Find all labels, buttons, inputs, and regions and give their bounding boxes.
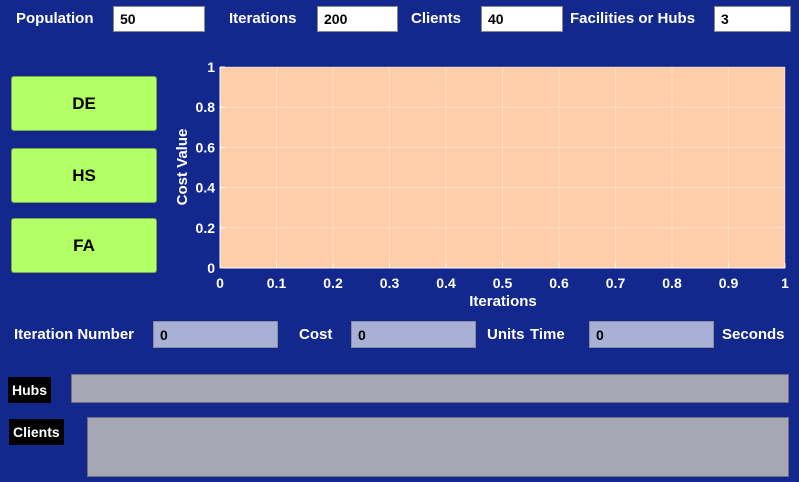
fa-button[interactable]: FA	[11, 218, 157, 273]
seconds-label: Seconds	[722, 326, 785, 343]
de-button[interactable]: DE	[11, 76, 157, 131]
x-tick-label: 0	[216, 275, 224, 291]
cost-field	[351, 321, 476, 348]
x-tick-label: 0.7	[606, 275, 626, 291]
population-input[interactable]	[113, 6, 205, 32]
hubs-label: Hubs	[8, 377, 51, 403]
population-label: Population	[16, 10, 94, 27]
y-tick-label: 0.6	[196, 139, 216, 155]
iteration-number-label: Iteration Number	[14, 326, 135, 343]
x-axis-label: Iterations	[469, 293, 537, 310]
y-tick-label: 0	[207, 260, 215, 276]
y-tick-label: 1	[207, 59, 215, 75]
time-field	[589, 321, 714, 348]
x-tick-label: 0.9	[719, 275, 739, 291]
facilities-input[interactable]	[714, 6, 791, 32]
clients-input[interactable]	[481, 6, 563, 32]
iterations-label: Iterations	[229, 10, 297, 27]
x-tick-label: 0.6	[549, 275, 569, 291]
x-tick-label: 0.2	[323, 275, 343, 291]
x-tick-label: 0.4	[436, 275, 456, 291]
y-axis-label: Cost Value	[174, 129, 191, 206]
y-tick-label: 0.4	[196, 180, 216, 196]
clients-output-box	[87, 417, 789, 477]
iterations-input[interactable]	[317, 6, 398, 32]
tick-marks	[219, 66, 786, 269]
x-tick-labels: 0 0.1 0.2 0.3 0.4 0.5 0.6 0.7 0.8 0.9 1	[216, 275, 789, 291]
iteration-number-field	[153, 321, 278, 348]
grid-lines	[219, 66, 786, 269]
cost-label: Cost	[299, 326, 333, 343]
y-tick-label: 0.8	[196, 99, 216, 115]
plot-area	[220, 67, 785, 268]
x-tick-label: 0.3	[380, 275, 400, 291]
y-tick-labels: 0 0.2 0.4 0.6 0.8 1	[196, 59, 216, 276]
x-tick-label: 0.8	[662, 275, 682, 291]
y-tick-label: 0.2	[196, 220, 216, 236]
units-label: Units	[487, 326, 525, 343]
x-tick-label: 0.5	[493, 275, 513, 291]
time-label: Time	[530, 326, 565, 343]
hubs-output-box	[71, 374, 789, 403]
hs-button[interactable]: HS	[11, 148, 157, 203]
facilities-label: Facilities or Hubs	[570, 10, 696, 27]
x-tick-label: 0.1	[267, 275, 287, 291]
clients-output-label: Clients	[9, 419, 64, 445]
clients-label: Clients	[411, 10, 462, 27]
x-tick-label: 1	[781, 275, 789, 291]
